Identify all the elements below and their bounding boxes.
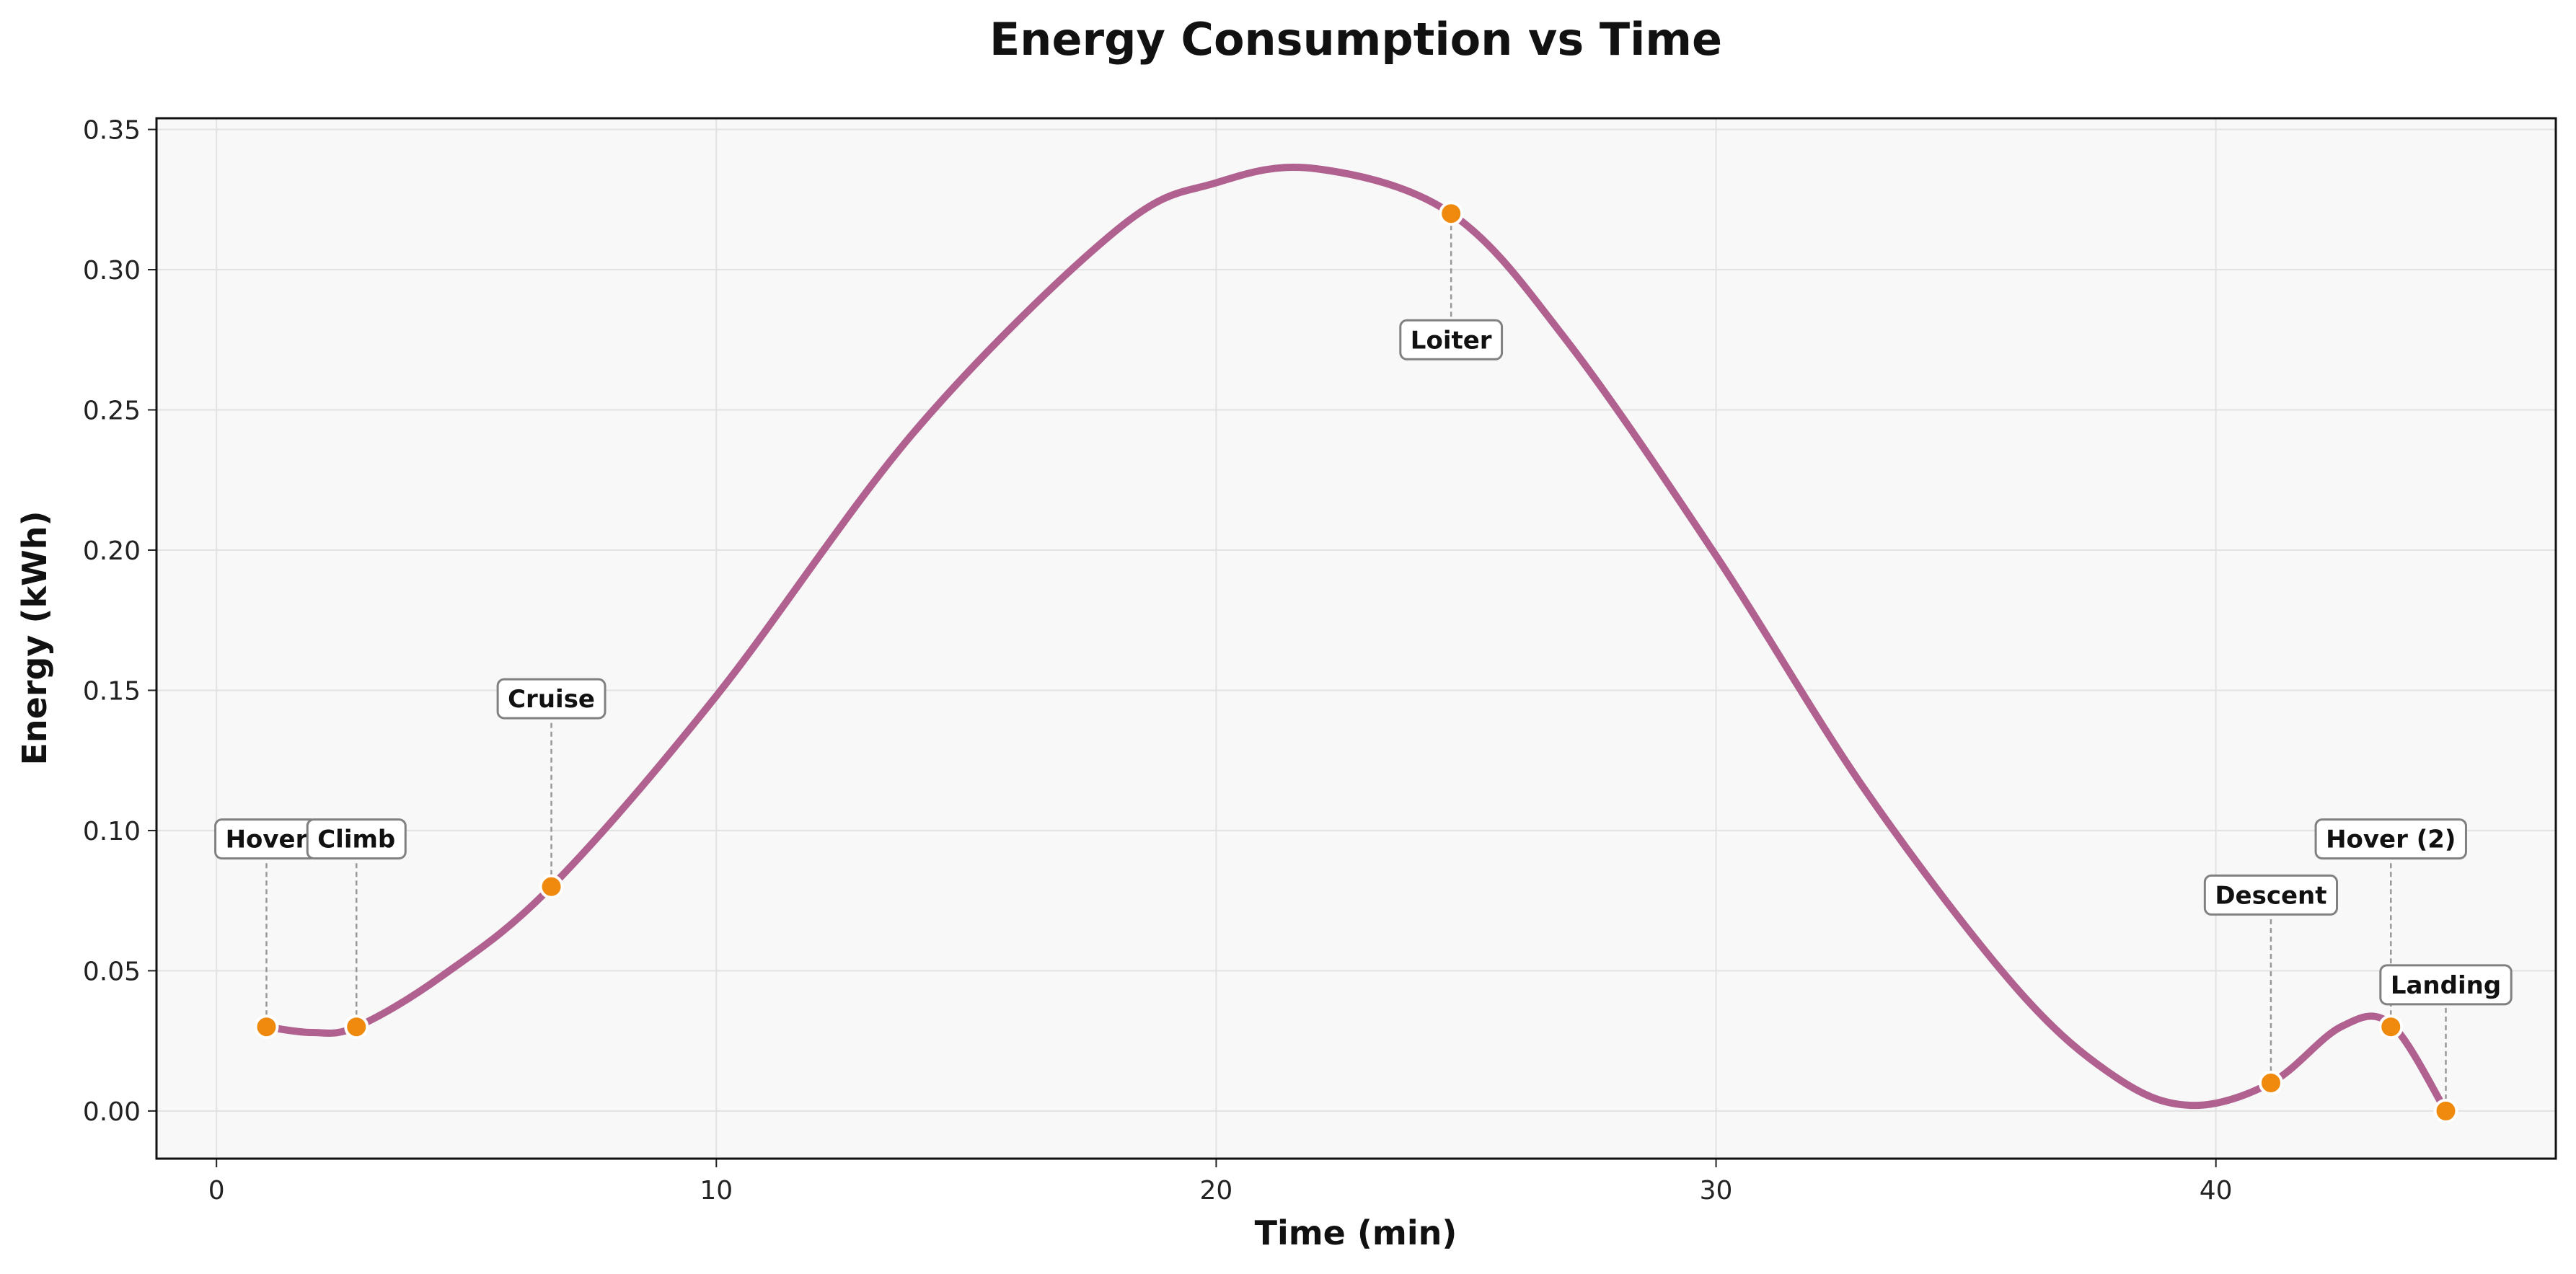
- marker-layer: [254, 201, 2458, 1123]
- annotation-label: Hover: [214, 818, 319, 860]
- phase-marker: [1439, 201, 1464, 226]
- phase-marker: [2378, 1014, 2404, 1040]
- x-tick-label: 0: [208, 1176, 225, 1206]
- annotation-label: Cruise: [496, 678, 606, 720]
- annotation-box: [1399, 319, 1504, 360]
- annotation-text: Cruise: [508, 685, 595, 714]
- annotation-label: Climb: [306, 818, 407, 860]
- leader-layer: [265, 225, 2447, 1100]
- x-tick-label: 20: [1200, 1176, 1233, 1206]
- phase-marker: [2433, 1098, 2458, 1123]
- annotation-box: [2314, 818, 2467, 860]
- x-tick-label: 30: [1700, 1176, 1733, 1206]
- y-tick-label: 0.15: [83, 676, 141, 706]
- plot-frame: [155, 117, 2557, 1160]
- annotation-text: Hover: [226, 826, 308, 854]
- y-tick-label: 0.05: [83, 957, 141, 986]
- y-tick-label: 0.00: [83, 1097, 141, 1127]
- annotation-text: Climb: [317, 826, 395, 854]
- x-tick-label: 40: [2200, 1176, 2233, 1206]
- annotation-label: Descent: [2203, 874, 2339, 916]
- ticks-layer: 0 10 20 30 40 0.00 0.05 0.10 0.15 0.20 0.25 0.30 0.3…: [83, 116, 2233, 1206]
- phase-marker: [2258, 1070, 2283, 1095]
- phase-marker: [344, 1014, 369, 1040]
- plot-background: [156, 118, 2556, 1159]
- x-tick-label: 10: [700, 1176, 733, 1206]
- y-tick-label: 0.25: [83, 397, 141, 426]
- annotation-box: [2203, 874, 2339, 916]
- phase-marker: [254, 1014, 279, 1040]
- y-axis-label: Energy (kWh): [15, 510, 54, 765]
- annotation-text: Descent: [2215, 881, 2326, 910]
- annotation-text: Loiter: [1411, 326, 1492, 355]
- annotation-label: Hover (2): [2314, 818, 2467, 860]
- annotation-box: [496, 678, 606, 720]
- x-axis-label: Time (min): [1255, 1213, 1457, 1252]
- y-tick-label: 0.20: [83, 536, 141, 566]
- annotation-box: [2379, 964, 2513, 1006]
- annotation-text: Hover (2): [2326, 826, 2456, 854]
- y-tick-label: 0.30: [83, 256, 141, 286]
- phase-marker: [539, 874, 564, 899]
- annotation-label: Loiter: [1399, 319, 1504, 360]
- y-tick-label: 0.10: [83, 817, 141, 846]
- chart-title: Energy Consumption vs Time: [989, 13, 1722, 66]
- annotation-box: [306, 818, 407, 860]
- annotation-text: Landing: [2391, 971, 2501, 1000]
- annotation-label: Landing: [2379, 964, 2513, 1006]
- y-tick-label: 0.35: [83, 116, 141, 146]
